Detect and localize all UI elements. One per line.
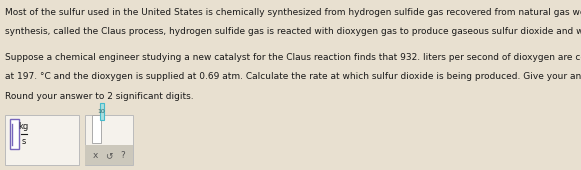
Text: Round your answer to 2 significant digits.: Round your answer to 2 significant digit…	[5, 92, 193, 101]
Text: x: x	[93, 151, 98, 160]
Text: Most of the sulfur used in the United States is chemically synthesized from hydr: Most of the sulfur used in the United St…	[5, 8, 581, 17]
Text: 10: 10	[98, 109, 106, 114]
FancyBboxPatch shape	[99, 103, 104, 120]
Text: at 197. °C and the dioxygen is supplied at 0.69 atm. Calculate the rate at which: at 197. °C and the dioxygen is supplied …	[5, 72, 581, 81]
Text: synthesis, called the Claus process, hydrogen sulfide gas is reacted with dioxyg: synthesis, called the Claus process, hyd…	[5, 27, 581, 36]
FancyBboxPatch shape	[85, 145, 133, 165]
Text: kg: kg	[18, 122, 28, 131]
Text: Suppose a chemical engineer studying a new catalyst for the Claus reaction finds: Suppose a chemical engineer studying a n…	[5, 53, 581, 62]
FancyBboxPatch shape	[85, 115, 133, 165]
FancyBboxPatch shape	[92, 115, 101, 143]
Text: ?: ?	[120, 151, 125, 160]
Text: s: s	[21, 137, 26, 146]
Text: ↺: ↺	[105, 151, 113, 160]
FancyBboxPatch shape	[10, 119, 19, 149]
FancyBboxPatch shape	[5, 115, 80, 165]
